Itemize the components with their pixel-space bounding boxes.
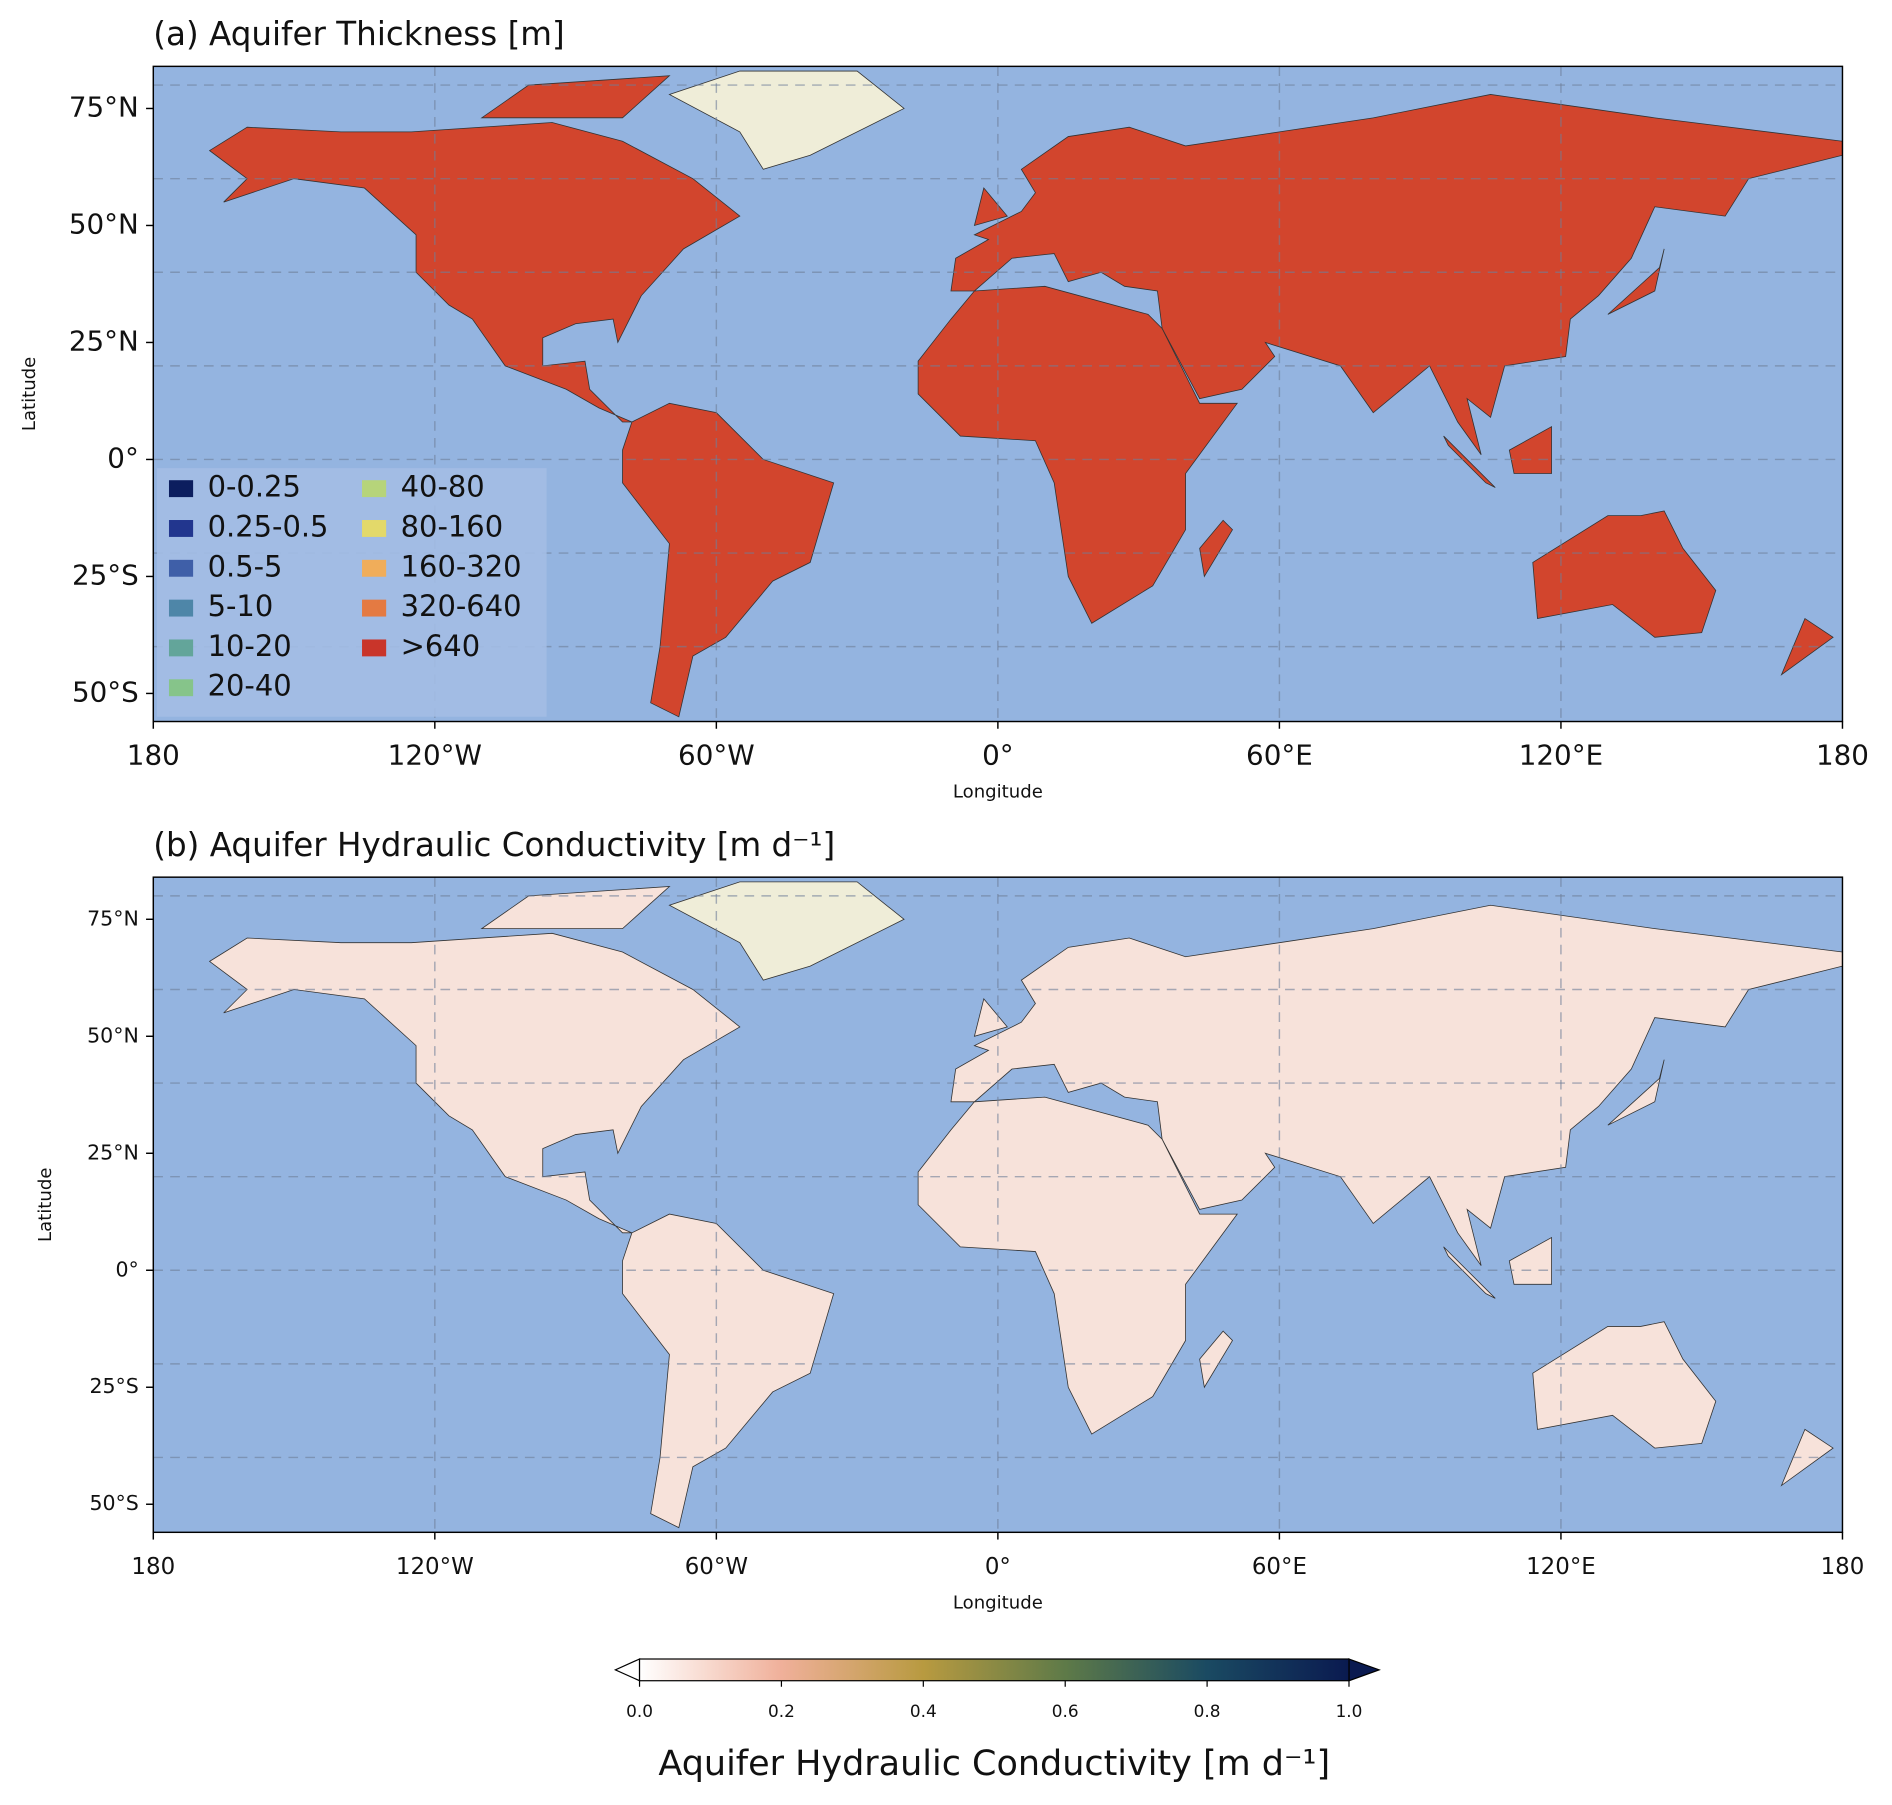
legend-swatch [168, 679, 194, 697]
legend-label: 320-640 [401, 589, 522, 623]
x-tick-label: 180 [1821, 1554, 1865, 1580]
y-tick-label: 25°S [72, 558, 139, 591]
colorbar-tick-label: 0.4 [910, 1701, 937, 1721]
y-tick-label: 50°S [72, 675, 139, 708]
panel-title: (a) Aquifer Thickness [m] [153, 15, 564, 53]
legend-swatch [168, 520, 194, 537]
colorbar-extend-low [613, 1658, 641, 1682]
legend-swatch [168, 480, 194, 498]
legend-label: >640 [401, 629, 480, 663]
y-tick-label: 50°S [89, 1491, 138, 1515]
y-tick-label: 25°N [87, 1140, 139, 1164]
x-tick-label: 120°W [388, 739, 482, 772]
x-tick-label: 120°E [1526, 1554, 1596, 1580]
x-tick-label: 180 [127, 739, 180, 772]
x-tick-label: 60°E [1246, 739, 1313, 772]
x-tick-label: 180 [1816, 739, 1869, 772]
x-axis-label: Longitude [953, 782, 1043, 803]
x-tick-label: 60°W [685, 1554, 748, 1580]
colorbar-tick-label: 1.0 [1336, 1701, 1363, 1721]
legend-swatch [362, 639, 387, 657]
legend-label: 80-160 [401, 509, 504, 543]
y-tick-label: 25°N [69, 324, 139, 357]
legend-swatch [362, 480, 387, 498]
legend: 0-0.25 0.25-0.5 0.5-5 5-10 10-20 20-40 40-80 80… [156, 468, 547, 717]
y-tick-label: 50°N [69, 207, 139, 240]
y-tick-label: 0° [116, 1257, 139, 1281]
y-axis-label: Latitude [19, 357, 40, 431]
panel-title: (b) Aquifer Hydraulic Conductivity [m d⁻… [153, 826, 835, 864]
x-axis-label: Longitude [953, 1593, 1043, 1614]
colorbar-extend-high [1348, 1658, 1381, 1682]
legend-label: 160-320 [401, 549, 522, 583]
colorbar-tick-label: 0.2 [768, 1701, 795, 1721]
y-tick-label: 75°N [69, 90, 139, 123]
legend-label: 40-80 [401, 470, 485, 504]
legend-label: 10-20 [208, 629, 292, 663]
legend-box [156, 468, 547, 717]
legend-label: 0.25-0.5 [208, 509, 329, 543]
legend-swatch [168, 559, 194, 577]
x-tick-label: 180 [131, 1554, 175, 1580]
legend-swatch [362, 559, 387, 577]
legend-swatch [168, 639, 194, 657]
colorbar [638, 1658, 1350, 1682]
legend-swatch [168, 599, 194, 617]
colorbar-tick-label: 0.6 [1052, 1701, 1079, 1721]
x-tick-label: 60°W [678, 739, 755, 772]
legend-swatch [362, 599, 387, 617]
colorbar-tick-label: 0.8 [1194, 1701, 1221, 1721]
y-tick-label: 50°N [87, 1023, 139, 1047]
x-tick-label: 0° [982, 739, 1014, 772]
y-tick-label: 0° [107, 441, 139, 474]
y-tick-label: 75°N [87, 906, 139, 930]
legend-label: 0.5-5 [208, 549, 283, 583]
annotations: 180 120°W 60°W 0° 60°E 120°E 180 75°N 50°N 25°N 0°… [19, 15, 1869, 1784]
legend-label: 20-40 [208, 669, 292, 703]
x-tick-label: 120°W [396, 1554, 474, 1580]
legend-label: 0-0.25 [208, 470, 301, 504]
y-axis-label: Latitude [35, 1168, 56, 1242]
colorbar-tick-label: 0.0 [626, 1701, 653, 1721]
x-tick-label: 120°E [1519, 739, 1603, 772]
y-tick-label: 25°S [89, 1374, 138, 1398]
x-tick-label: 0° [985, 1554, 1011, 1580]
legend-swatch [362, 520, 387, 537]
legend-label: 5-10 [208, 589, 274, 623]
x-tick-label: 60°E [1252, 1554, 1307, 1580]
colorbar-label: Aquifer Hydraulic Conductivity [m d⁻¹] [658, 1744, 1330, 1784]
